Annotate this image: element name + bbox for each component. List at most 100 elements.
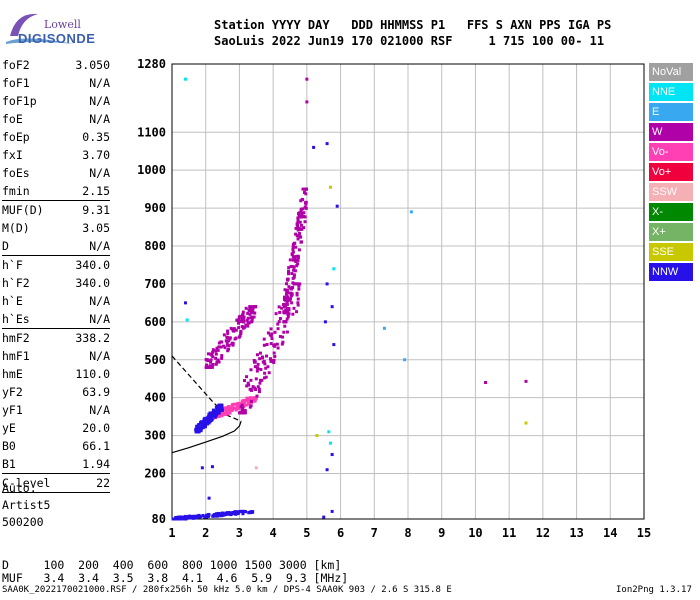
echo-point (214, 352, 218, 356)
plot-frame (171, 63, 645, 520)
echo-point (290, 301, 294, 305)
echo-point (224, 412, 228, 416)
x-tick-label: 1 (168, 526, 175, 540)
echo-point (222, 344, 226, 348)
echo-point (259, 368, 263, 372)
echo-point (234, 406, 238, 410)
echo-point (292, 275, 296, 279)
y-tick-label: 1100 (137, 125, 166, 139)
echo-point (240, 399, 244, 403)
param-value: 3.70 (82, 148, 110, 162)
echo-point (236, 320, 240, 324)
echo-point (255, 369, 259, 373)
echo-point (248, 396, 252, 400)
echo-point (225, 343, 229, 347)
param-row: hmF2 338.2 (2, 329, 110, 347)
echo-point (237, 406, 241, 410)
echo-point (315, 434, 319, 438)
param-value: 0.35 (82, 130, 110, 144)
echo-point (303, 220, 307, 224)
echo-point (207, 496, 211, 500)
echo-point (209, 365, 213, 369)
echo-point (247, 402, 251, 406)
echo-point (328, 441, 332, 445)
echo-point (198, 421, 202, 425)
echo-point (297, 287, 301, 291)
echo-point (335, 204, 339, 208)
echo-point (289, 264, 293, 268)
echo-point (225, 340, 229, 344)
echo-point (269, 334, 273, 338)
echo-point (251, 305, 255, 309)
legend-entry-nnw: NNW (649, 263, 693, 281)
echo-point (325, 142, 329, 146)
echo-point (197, 515, 201, 519)
echo-point (240, 313, 244, 317)
echo-point (258, 381, 262, 385)
echo-point (330, 305, 334, 309)
param-name: h`F2 (2, 276, 30, 290)
echo-point (211, 408, 215, 412)
echo-point (291, 255, 295, 259)
y-tick-label: 200 (144, 467, 166, 481)
echo-point (211, 348, 215, 352)
echo-point (224, 409, 228, 413)
echo-point (243, 379, 247, 383)
echo-point (254, 397, 258, 401)
echo-point (220, 408, 224, 412)
echo-point (285, 282, 289, 286)
logo-text-lowell: Lowell (44, 18, 81, 31)
echo-point (246, 324, 250, 328)
echo-point (296, 219, 300, 223)
echo-point (203, 515, 207, 519)
param-row: D N/A (2, 237, 110, 255)
echo-point (330, 453, 334, 457)
echo-point (280, 306, 284, 310)
echo-point (323, 320, 327, 324)
echo-point (262, 337, 266, 341)
echo-point (176, 516, 180, 520)
echo-point (235, 318, 239, 322)
echo-point (248, 305, 252, 309)
echo-point (254, 305, 258, 309)
echo-point (280, 342, 284, 346)
param-value: N/A (89, 166, 110, 180)
y-tick-label: 80 (152, 512, 166, 526)
param-row: foE N/A (2, 110, 110, 128)
echo-point (258, 351, 262, 355)
echo-point (228, 410, 232, 414)
echo-point (303, 201, 307, 205)
x-tick-label: 12 (536, 526, 550, 540)
legend-entry-vo-: Vo+ (649, 163, 693, 181)
param-row: MUF(D) 9.31 (2, 201, 110, 219)
echo-point (298, 220, 302, 224)
echo-point (285, 306, 289, 310)
echo-point (524, 379, 528, 383)
param-separator (2, 328, 110, 329)
echo-point (302, 226, 306, 230)
echo-point (196, 430, 200, 434)
echo-point (206, 514, 210, 518)
param-row: h`Es N/A (2, 310, 110, 328)
echo-point (213, 409, 217, 413)
echo-point (287, 307, 291, 311)
echo-point (282, 330, 286, 334)
x-tick-label: 5 (303, 526, 310, 540)
echo-point (300, 240, 304, 244)
electron-density-profile (171, 420, 242, 454)
echo-point (211, 412, 215, 416)
echo-point (266, 365, 270, 369)
echo-point (297, 234, 301, 238)
echo-point (294, 282, 298, 286)
param-row: foEs N/A (2, 164, 110, 182)
param-value: 22 (96, 476, 110, 490)
param-name: MUF(D) (2, 203, 44, 217)
echo-point (220, 403, 224, 407)
echo-point (282, 305, 286, 309)
echo-point (272, 351, 276, 355)
echo-point (174, 516, 178, 520)
echo-point (276, 322, 280, 326)
footer-file-info: SAA0K_2022170021000.RSF / 280fx256h 50 k… (2, 585, 452, 595)
echo-point (183, 514, 187, 518)
